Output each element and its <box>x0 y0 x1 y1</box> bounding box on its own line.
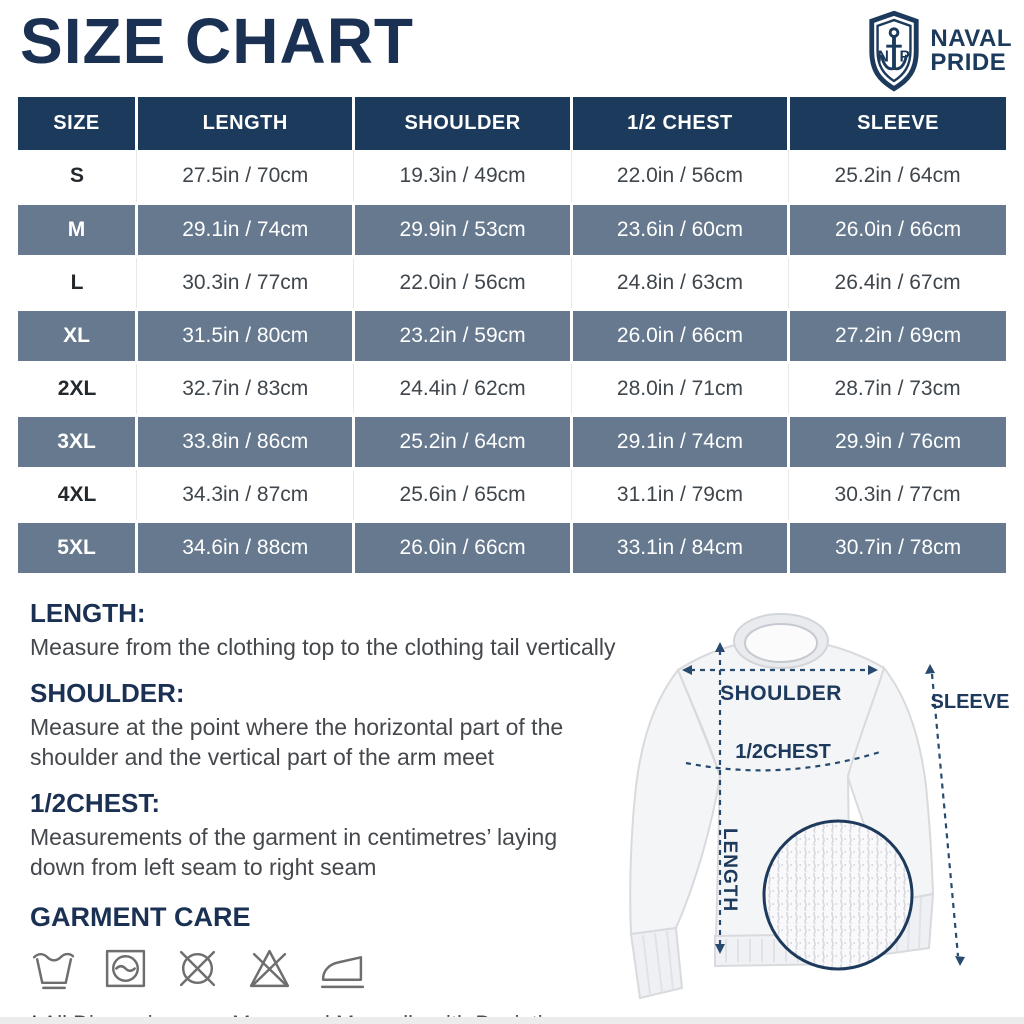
diagram-label-shoulder: SHOULDER <box>720 682 842 705</box>
garment-care-icons <box>30 945 690 992</box>
brand-name-line1: NAVAL <box>930 25 1012 53</box>
monogram-p: P <box>900 49 910 66</box>
shoulder-term: SHOULDER: <box>30 677 185 708</box>
anchor-icon <box>880 27 909 71</box>
iron-icon <box>320 956 365 989</box>
page-title: SIZE CHART <box>20 5 414 77</box>
col-header-length: LENGTH <box>136 97 356 150</box>
col-header-size: SIZE <box>18 97 139 150</box>
diagram-label-length: LENGTH <box>719 828 740 912</box>
brand-name-line2: PRIDE <box>930 49 1007 76</box>
brand-logo: N P NAVAL PRIDE <box>865 10 1012 92</box>
col-header-sleeve: SLEEVE <box>788 97 1006 150</box>
sweatshirt-illustration: SHOULDER 1/2CHEST LENGTH SLEEVE <box>629 613 1010 1000</box>
table-row: 2XL 32.7in / 83cm 24.4in / 62cm 28.0in /… <box>18 362 1006 415</box>
half-chest-term: 1/2CHEST: <box>30 787 161 818</box>
table-row: XL 31.5in / 80cm 23.2in / 59cm 26.0in / … <box>18 307 1006 364</box>
half-chest-description: Measurements of the garment in centimetr… <box>30 823 558 880</box>
collar-inner <box>744 623 818 663</box>
naval-pride-shield-icon: N P <box>869 10 920 92</box>
half-chest-measure-line <box>685 750 881 772</box>
sweatshirt-ribbing <box>629 613 935 1000</box>
table-row: 3XL 33.8in / 86cm 25.2in / 64cm 29.1in /… <box>18 413 1006 470</box>
measurement-definitions: LENGTH: Measure from the clothing top to… <box>30 598 690 1024</box>
measurement-lines <box>685 650 960 957</box>
shoulder-description: Measure at the point where the horizonta… <box>30 713 564 770</box>
tumble-dry-icon <box>105 950 146 988</box>
diagram-label-half-chest: 1/2CHEST <box>735 741 831 763</box>
table-row: 4XL 34.3in / 87cm 25.6in / 65cm 31.1in /… <box>18 468 1006 521</box>
arrowheads <box>682 642 965 966</box>
sleeve-measure-line <box>930 673 960 957</box>
diagram-label-sleeve: SLEEVE <box>931 691 1010 713</box>
bottom-edge-strip <box>0 1017 1024 1024</box>
col-header-half-chest: 1/2 CHEST <box>571 97 791 150</box>
do-not-dry-clean-icon <box>179 951 216 987</box>
brand-name: NAVAL PRIDE <box>930 27 1012 74</box>
table-header-row: SIZE LENGTH SHOULDER 1/2 CHEST SLEEVE <box>18 97 1006 150</box>
table-row: L 30.3in / 77cm 22.0in / 56cm 24.8in / 6… <box>18 256 1006 309</box>
table-row: S 27.5in / 70cm 19.3in / 49cm 22.0in / 5… <box>18 150 1006 203</box>
col-header-shoulder: SHOULDER <box>353 97 573 150</box>
table-row: M 29.1in / 74cm 29.9in / 53cm 23.6in / 6… <box>18 201 1006 258</box>
do-not-bleach-icon <box>249 950 290 988</box>
length-description: Measure from the clothing top to the clo… <box>30 634 616 660</box>
monogram-n: N <box>878 49 889 66</box>
length-term: LENGTH: <box>30 598 146 628</box>
wash-tub-icon <box>32 953 75 990</box>
size-table: SIZE LENGTH SHOULDER 1/2 CHEST SLEEVE S … <box>18 97 1006 576</box>
garment-care-title: GARMENT CARE <box>30 902 251 933</box>
fabric-texture-zoom <box>762 819 914 971</box>
table-row: 5XL 34.6in / 88cm 26.0in / 66cm 33.1in /… <box>18 519 1006 576</box>
